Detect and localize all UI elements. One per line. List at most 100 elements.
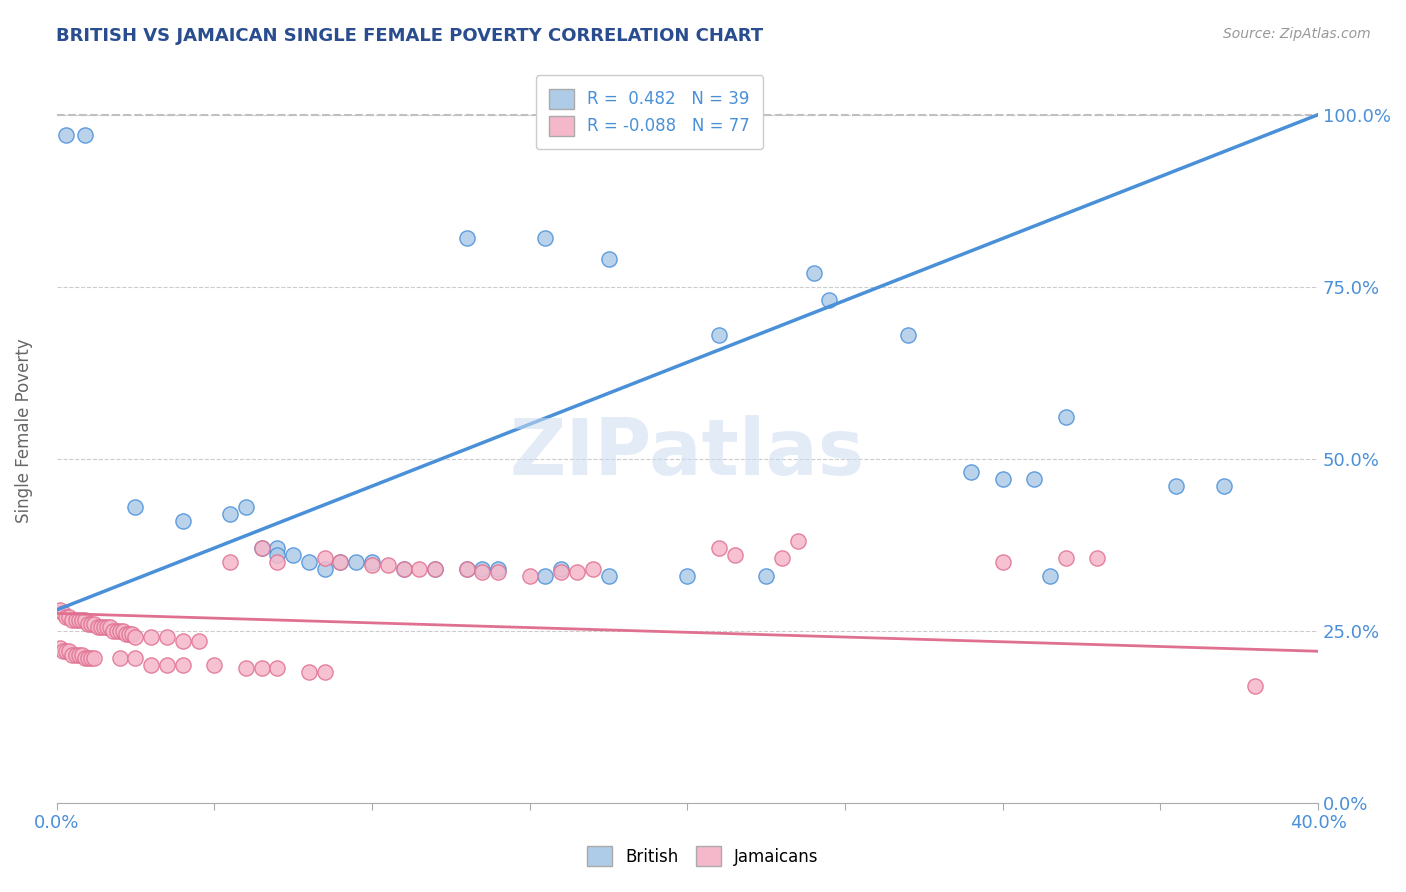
Point [423,562,446,576]
Point [707,541,730,555]
Point [1039,568,1062,582]
Point [803,266,825,280]
Point [172,658,194,673]
Point [83,616,105,631]
Point [73,128,96,143]
Point [77,616,100,631]
Point [49,640,72,655]
Point [98,620,121,634]
Point [550,565,572,579]
Point [456,562,478,576]
Point [124,500,146,514]
Point [77,651,100,665]
Point [582,562,605,576]
Point [250,541,273,555]
Point [392,562,415,576]
Point [235,661,257,675]
Point [202,658,225,673]
Point [329,555,352,569]
Point [55,644,77,658]
Point [534,568,557,582]
Point [219,555,242,569]
Point [58,644,80,658]
Point [534,231,557,245]
Point [219,507,242,521]
Point [519,568,541,582]
Point [96,620,118,634]
Point [314,551,336,566]
Point [124,631,146,645]
Point [329,555,352,569]
Point [90,620,112,634]
Point [344,555,367,569]
Point [281,548,304,562]
Point [73,651,96,665]
Legend: British, Jamaicans: British, Jamaicans [579,838,827,875]
Point [361,555,384,569]
Point [707,327,730,342]
Point [65,648,87,662]
Point [298,665,321,679]
Point [755,568,778,582]
Point [60,613,83,627]
Text: BRITISH VS JAMAICAN SINGLE FEMALE POVERTY CORRELATION CHART: BRITISH VS JAMAICAN SINGLE FEMALE POVERT… [56,27,763,45]
Point [471,565,494,579]
Point [58,610,80,624]
Point [60,648,83,662]
Point [298,555,321,569]
Point [250,661,273,675]
Point [141,631,163,645]
Point [266,661,288,675]
Point [991,555,1014,569]
Point [235,500,257,514]
Point [105,624,128,638]
Point [73,613,96,627]
Point [83,651,105,665]
Point [598,568,620,582]
Point [1166,479,1188,493]
Point [408,562,430,576]
Point [52,644,75,658]
Point [486,562,509,576]
Point [111,624,134,638]
Point [818,293,841,308]
Point [423,562,446,576]
Point [897,327,920,342]
Point [266,555,288,569]
Point [724,548,747,562]
Point [80,651,103,665]
Point [456,231,478,245]
Point [1024,472,1046,486]
Point [70,613,93,627]
Point [67,613,90,627]
Point [565,565,588,579]
Point [93,620,115,634]
Point [1244,679,1267,693]
Point [108,624,131,638]
Point [314,665,336,679]
Point [108,651,131,665]
Point [187,634,209,648]
Point [960,466,983,480]
Point [1212,479,1234,493]
Point [250,541,273,555]
Point [266,548,288,562]
Point [156,658,179,673]
Point [377,558,399,573]
Point [598,252,620,266]
Point [314,562,336,576]
Point [456,562,478,576]
Legend: R =  0.482   N = 39, R = -0.088   N = 77: R = 0.482 N = 39, R = -0.088 N = 77 [536,75,763,149]
Point [786,534,808,549]
Text: Source: ZipAtlas.com: Source: ZipAtlas.com [1223,27,1371,41]
Point [80,616,103,631]
Point [1054,551,1077,566]
Text: ZIPatlas: ZIPatlas [510,416,865,491]
Point [1085,551,1108,566]
Point [676,568,699,582]
Point [172,514,194,528]
Point [266,541,288,555]
Point [141,658,163,673]
Point [55,610,77,624]
Point [156,631,179,645]
